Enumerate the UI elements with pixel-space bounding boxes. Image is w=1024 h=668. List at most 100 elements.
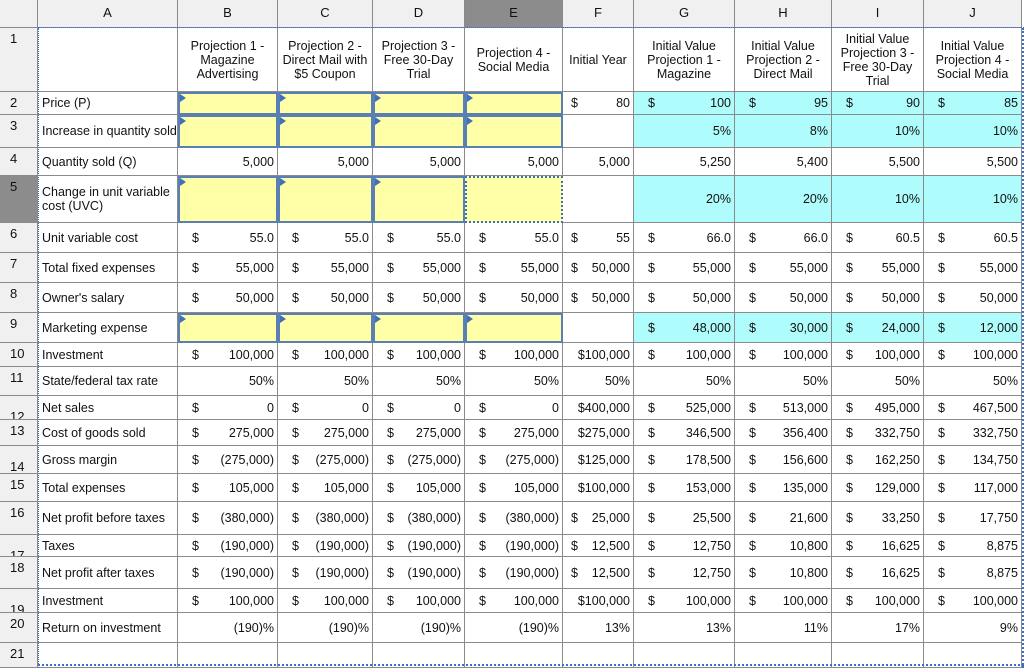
cell-c5[interactable] [278,176,373,223]
cell-e7[interactable]: $55,000 [465,253,563,283]
cell-g14[interactable]: $178,500 [634,446,735,474]
cell-h13[interactable]: $356,400 [735,420,832,446]
cell-b19[interactable]: $100,000 [178,589,278,613]
column-header-h[interactable]: H [735,0,832,28]
cell-e13[interactable]: $275,000 [465,420,563,446]
cell-e6[interactable]: $55.0 [465,223,563,253]
cell-e19[interactable]: $100,000 [465,589,563,613]
cell-g19[interactable]: $100,000 [634,589,735,613]
cell-d15[interactable]: $105,000 [373,474,465,502]
cell-b14[interactable]: $ (275,000) [178,446,278,474]
cell-e15[interactable]: $105,000 [465,474,563,502]
cell-j21[interactable] [924,643,1022,668]
cell-d14[interactable]: $ (275,000) [373,446,465,474]
cell-i2[interactable]: $90 [832,92,924,115]
cell-g9[interactable]: $48,000 [634,313,735,343]
header-cell-g[interactable]: Initial Value Projection 1 - Magazine [634,28,735,92]
row-header-21[interactable]: 21 [0,643,38,668]
cell-f14[interactable]: $125,000 [563,446,634,474]
cell-g18[interactable]: $12,750 [634,557,735,589]
row-header-13[interactable]: 13 [0,420,38,446]
cell-c16[interactable]: $ (380,000) [278,502,373,535]
cell-b8[interactable]: $50,000 [178,283,278,313]
cell-e11[interactable]: 50% [465,367,563,396]
cell-h20[interactable]: 11% [735,613,832,643]
row-label-cell[interactable]: Investment [38,343,178,367]
select-all-corner[interactable] [0,0,38,28]
cell-j2[interactable]: $85 [924,92,1022,115]
row-label-cell[interactable]: Net sales [38,396,178,420]
cell-i10[interactable]: $100,000 [832,343,924,367]
row-header-14[interactable]: 14 [0,446,38,474]
row-label-cell[interactable]: Quantity sold (Q) [38,148,178,176]
cell-g8[interactable]: $50,000 [634,283,735,313]
cell-b2[interactable] [178,92,278,115]
cell-e17[interactable]: $ (190,000) [465,535,563,557]
row-header-7[interactable]: 7 [0,253,38,283]
cell-d20[interactable]: (190)% [373,613,465,643]
cell-j8[interactable]: $50,000 [924,283,1022,313]
cell-g4[interactable]: 5,250 [634,148,735,176]
cell-i16[interactable]: $33,250 [832,502,924,535]
cell-j13[interactable]: $332,750 [924,420,1022,446]
cell-b17[interactable]: $ (190,000) [178,535,278,557]
cell-f4[interactable]: 5,000 [563,148,634,176]
cell-i8[interactable]: $50,000 [832,283,924,313]
row-label-cell[interactable]: Net profit before taxes [38,502,178,535]
cell-d16[interactable]: $ (380,000) [373,502,465,535]
cell-d4[interactable]: 5,000 [373,148,465,176]
column-header-f[interactable]: F [563,0,634,28]
row-header-17[interactable]: 17 [0,535,38,557]
row-header-3[interactable]: 3 [0,115,38,148]
cell-h3[interactable]: 8% [735,115,832,148]
cell-g2[interactable]: $100 [634,92,735,115]
row-header-6[interactable]: 6 [0,223,38,253]
cell-e21[interactable] [465,643,563,668]
cell-j17[interactable]: $8,875 [924,535,1022,557]
cell-d10[interactable]: $100,000 [373,343,465,367]
header-cell-j[interactable]: Initial Value Projection 4 - Social Medi… [924,28,1022,92]
cell-j5[interactable]: 10% [924,176,1022,223]
cell-c3[interactable] [278,115,373,148]
column-header-a[interactable]: A [38,0,178,28]
cell-i4[interactable]: 5,500 [832,148,924,176]
row-label-cell[interactable]: Taxes [38,535,178,557]
cell-f8[interactable]: $50,000 [563,283,634,313]
cell-g20[interactable]: 13% [634,613,735,643]
cell-f3[interactable] [563,115,634,148]
cell-b9[interactable] [178,313,278,343]
cell-i13[interactable]: $332,750 [832,420,924,446]
column-header-b[interactable]: B [178,0,278,28]
cell-c12[interactable]: $0 [278,396,373,420]
cell-f6[interactable]: $55 [563,223,634,253]
cell-f7[interactable]: $50,000 [563,253,634,283]
cell-f11[interactable]: 50% [563,367,634,396]
cell-j15[interactable]: $117,000 [924,474,1022,502]
cell-c7[interactable]: $55,000 [278,253,373,283]
cell-c15[interactable]: $105,000 [278,474,373,502]
cell-h7[interactable]: $55,000 [735,253,832,283]
cell-c14[interactable]: $ (275,000) [278,446,373,474]
cell-e20[interactable]: (190)% [465,613,563,643]
cell-c8[interactable]: $50,000 [278,283,373,313]
column-header-i[interactable]: I [832,0,924,28]
cell-b10[interactable]: $100,000 [178,343,278,367]
cell-i20[interactable]: 17% [832,613,924,643]
cell-g11[interactable]: 50% [634,367,735,396]
cell-f15[interactable]: $100,000 [563,474,634,502]
row-header-18[interactable]: 18 [0,557,38,589]
cell-d2[interactable] [373,92,465,115]
cell-h9[interactable]: $30,000 [735,313,832,343]
row-label-cell[interactable]: Marketing expense [38,313,178,343]
cell-j11[interactable]: 50% [924,367,1022,396]
row-label-cell[interactable]: Gross margin [38,446,178,474]
cell-i14[interactable]: $162,250 [832,446,924,474]
row-header-10[interactable]: 10 [0,343,38,367]
cell-e9[interactable] [465,313,563,343]
cell-b5[interactable] [178,176,278,223]
header-cell-h[interactable]: Initial Value Projection 2 - Direct Mail [735,28,832,92]
cell-h5[interactable]: 20% [735,176,832,223]
cell-c9[interactable] [278,313,373,343]
row-label-cell[interactable]: Return on investment [38,613,178,643]
row-header-2[interactable]: 2 [0,92,38,115]
